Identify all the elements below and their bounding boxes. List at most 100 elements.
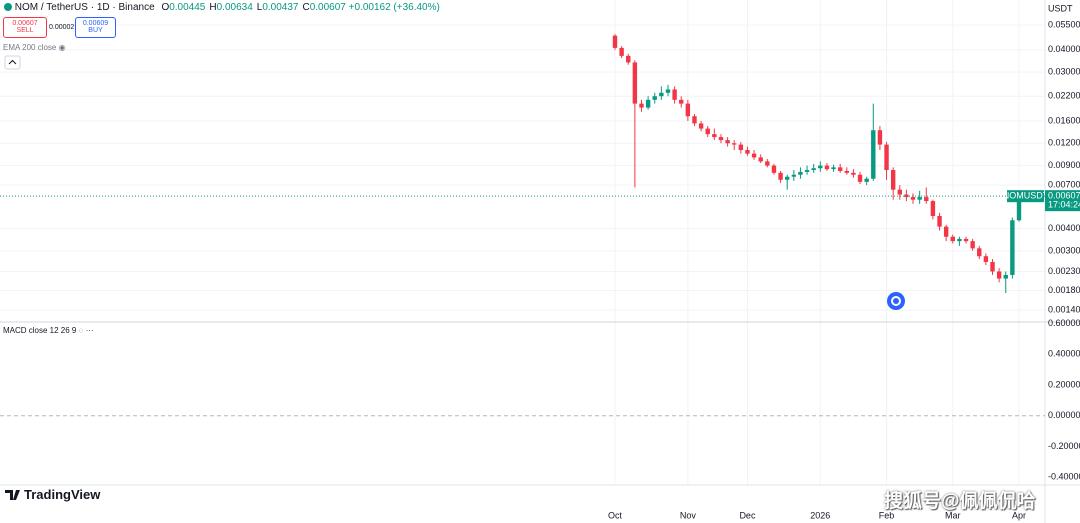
candle-body — [877, 130, 883, 145]
float-icon[interactable] — [887, 292, 905, 310]
y-tick-label: 0.00140 — [1048, 304, 1080, 314]
candle-body — [751, 153, 757, 158]
candle-body — [672, 89, 677, 100]
candle-body — [804, 170, 810, 172]
y-tick-label: 0.40000 — [1048, 349, 1080, 359]
candle-body — [977, 248, 982, 257]
symbol[interactable]: NOM / TetherUS · 1D · Binance — [14, 2, 155, 13]
candle-body — [745, 150, 750, 154]
candle-body — [612, 35, 618, 48]
currency-label: USDT — [1048, 3, 1073, 13]
y-tick-label: -0.20000 — [1048, 441, 1080, 451]
y-tick-label: 0.00000 — [1048, 410, 1080, 420]
y-tick-label: 0.01600 — [1048, 115, 1080, 125]
candle-body — [851, 172, 856, 175]
candle-body — [632, 62, 638, 104]
y-tick-label: 0.00900 — [1048, 160, 1080, 170]
candle-body — [1003, 274, 1008, 279]
buy-label: BUY — [88, 27, 103, 34]
sell-label: SELL — [16, 27, 34, 34]
candle-body — [983, 256, 989, 262]
x-tick-label: Feb — [879, 510, 895, 520]
ohlc-value: 0.00634 — [216, 2, 253, 13]
x-tick-label: Oct — [608, 510, 623, 520]
ohlc-value: 0.00445 — [169, 2, 206, 13]
y-tick-label: 0.20000 — [1048, 379, 1080, 389]
candle-body — [864, 178, 869, 182]
y-tick-label: 0.03000 — [1048, 67, 1080, 77]
candle-body — [970, 241, 975, 249]
y-tick-label: 0.60000 — [1048, 318, 1080, 328]
collapse-button[interactable] — [4, 55, 21, 70]
float-icon-inner — [891, 296, 901, 306]
candle-body — [679, 99, 684, 104]
candle-body — [818, 165, 823, 169]
candle-body — [639, 103, 644, 108]
candle-body — [957, 238, 962, 242]
symbol-tag — [1007, 190, 1044, 203]
candle-body — [778, 172, 783, 180]
price-tag — [1045, 190, 1080, 212]
ohlc-key: H — [209, 2, 217, 13]
y-tick-label: 0.01200 — [1048, 138, 1080, 148]
ohlc-value: 0.00607 — [309, 2, 346, 13]
symbol-icon — [4, 3, 12, 11]
candle-body — [930, 201, 936, 217]
candle-body — [824, 165, 830, 170]
buy-price: 0.00609 — [82, 20, 109, 27]
candle-body — [619, 47, 624, 56]
buy-button[interactable]: 0.00609 BUY — [75, 17, 116, 38]
change: +0.00162 (+36.40%) — [348, 2, 440, 13]
sell-price: 0.00607 — [12, 20, 38, 27]
candle-body — [738, 144, 744, 151]
candle-body — [712, 134, 717, 138]
macd-legend[interactable]: MACD close 12 26 9 ◌ ··· — [3, 326, 94, 335]
symbol-tag-label: NOMUSDT — [1003, 191, 1049, 201]
candle-body — [705, 128, 710, 135]
candle-body — [659, 92, 664, 97]
candle-body — [645, 99, 651, 108]
candle-body — [784, 176, 790, 180]
countdown: 17:04:24 — [1048, 200, 1080, 210]
candle-body — [1016, 196, 1022, 221]
x-tick-label: Nov — [680, 510, 697, 520]
candle-body — [725, 140, 730, 144]
y-tick-label: 0.00180 — [1048, 285, 1080, 295]
x-tick-label: Apr — [1012, 510, 1026, 520]
y-tick-label: -0.40000 — [1048, 472, 1080, 482]
candle-body — [791, 174, 797, 177]
candle-body — [798, 171, 803, 175]
candle-body — [897, 189, 902, 195]
candle-body — [1010, 220, 1015, 275]
macd-title: MACD close 12 26 9 — [3, 326, 77, 335]
candle-body — [990, 261, 995, 272]
candle-body — [758, 157, 763, 162]
candle-body — [937, 216, 942, 227]
candle-body — [871, 130, 876, 179]
ohlc: O0.00445 H0.00634 L0.00437 C0.00607 — [157, 2, 345, 13]
more-icon[interactable]: ··· — [85, 326, 94, 335]
candle-body — [685, 103, 691, 117]
candle-body — [765, 161, 770, 166]
indicator-label: EMA 200 close — [3, 43, 57, 52]
eye-icon[interactable]: ◉ — [58, 43, 66, 52]
candle-body — [924, 197, 929, 202]
spread: 0.00002 — [49, 24, 75, 31]
indicator[interactable]: EMA 200 close ◉ — [3, 43, 66, 52]
candle-body — [771, 165, 777, 173]
header: NOM / TetherUS · 1D · Binance O0.00445 H0… — [4, 2, 440, 13]
ohlc-key: L — [256, 2, 263, 13]
logo: TradingView — [24, 487, 101, 502]
sell-button[interactable]: 0.00607 SELL — [3, 17, 47, 38]
watermark: 搜狐号@佩佩侃哈 — [884, 491, 1036, 512]
y-tick-label: 0.05500 — [1048, 19, 1080, 29]
ohlc-value: 0.00437 — [262, 2, 299, 13]
candle-body — [718, 137, 724, 141]
candle-body — [996, 271, 1002, 279]
ohlc-key: O — [161, 2, 170, 13]
candle-body — [665, 89, 671, 93]
x-tick-label: Mar — [945, 510, 961, 520]
y-tick-label: 0.04000 — [1048, 44, 1080, 54]
candle-body — [950, 236, 955, 242]
candle-body — [732, 143, 737, 145]
